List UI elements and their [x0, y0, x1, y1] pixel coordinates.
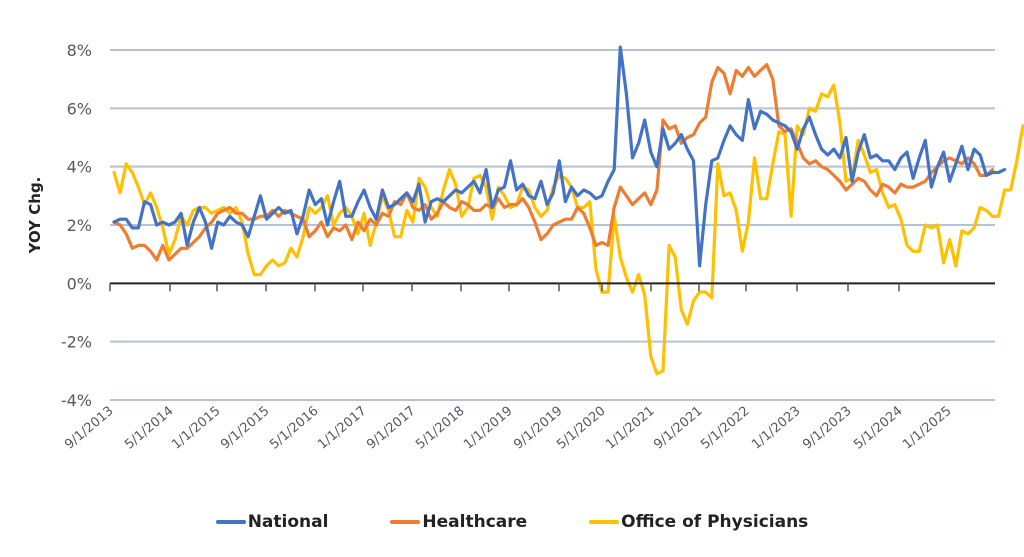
- legend-label-national: National: [247, 512, 329, 532]
- gridlines: [110, 49, 995, 401]
- x-tick-label: 5/1/2020: [554, 404, 608, 453]
- x-tick-label: 9/1/2023: [800, 404, 854, 453]
- y-axis-label: YOY Chg.: [26, 177, 44, 255]
- series-line-national: [112, 45, 1007, 268]
- legend-item-national: National: [215, 512, 329, 532]
- y-tick-label: 0%: [67, 274, 92, 293]
- legend-swatch-office-of-physicians: [589, 520, 620, 524]
- y-tick-label: 8%: [67, 41, 92, 60]
- x-tick-label: 1/1/2015: [169, 404, 223, 453]
- series-lines: [112, 45, 1024, 376]
- y-tick-label: -4%: [61, 391, 92, 410]
- x-tick-label: 9/1/2021: [651, 404, 705, 453]
- y-tick-label: 6%: [67, 99, 92, 118]
- legend-swatch-national: [215, 520, 246, 524]
- x-tick-label: 5/1/2014: [122, 404, 176, 453]
- x-axis-ticks: 9/1/2013 5/1/20141/1/20159/1/20155/1/2016…: [62, 283, 955, 453]
- legend-swatch-healthcare: [390, 520, 421, 524]
- x-tick-label: 9/1/2017: [364, 404, 418, 453]
- legend-item-office-of-physicians: Office of Physicians: [589, 512, 808, 532]
- x-tick-label: 5/1/2022: [698, 404, 752, 453]
- x-tick-label: 1/1/2023: [749, 404, 803, 453]
- x-tick-label: 1/1/2025: [900, 404, 954, 453]
- y-tick-label: 4%: [67, 158, 92, 177]
- legend-label-office-of-physicians: Office of Physicians: [621, 512, 809, 532]
- x-tick-label: 1/1/2021: [603, 404, 657, 453]
- line-chart: 8%6%4%2%0%-2%-4% YOY Chg. 9/1/2013 5/1/20…: [26, 41, 1024, 453]
- x-tick-label: 5/1/2018: [413, 404, 467, 453]
- y-tick-label: -2%: [61, 333, 92, 352]
- legend-item-healthcare: Healthcare: [390, 512, 527, 532]
- x-tick-label: 1/1/2017: [315, 404, 369, 453]
- x-tick-label: 5/1/2016: [267, 404, 321, 453]
- legend: National Healthcare Office of Physicians: [0, 512, 1024, 532]
- series-line-office-of-physicians: [112, 83, 1024, 376]
- legend-label-healthcare: Healthcare: [422, 512, 528, 532]
- x-tick-label: 9/1/2015: [218, 404, 272, 453]
- x-tick-label: 5/1/2024: [851, 404, 905, 453]
- series-line-healthcare: [112, 62, 995, 262]
- x-tick-label: 9/1/2013: [62, 404, 116, 453]
- x-tick-label: 1/1/2019: [461, 404, 515, 453]
- y-axis-ticks: 8% 6% 4% 2% 0% -2% -4%: [61, 41, 92, 410]
- y-tick-label: 2%: [67, 216, 92, 235]
